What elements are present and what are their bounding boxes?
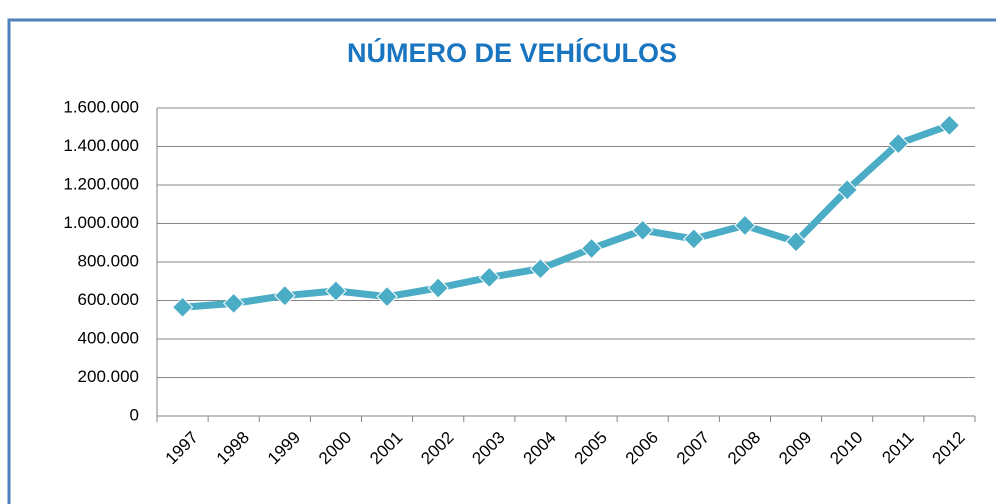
marker: [785, 231, 807, 253]
y-tick-label: 1.400.000: [63, 136, 139, 155]
marker: [171, 296, 194, 318]
chart-title: NÚMERO DE VEHÍCULOS: [347, 37, 677, 68]
marker: [529, 258, 552, 280]
y-tick-label: 0: [130, 405, 139, 424]
marker: [580, 237, 603, 260]
y-tick-label: 200.000: [78, 367, 139, 386]
y-tick-label: 1.000.000: [63, 213, 139, 232]
line: [182, 122, 951, 311]
y-tick-label: 1.600.000: [63, 97, 139, 116]
y-tick-label: 400.000: [78, 328, 139, 347]
y-tick-label: 600.000: [78, 290, 139, 309]
marker: [376, 285, 398, 308]
marker: [631, 219, 654, 241]
marker: [887, 132, 910, 155]
marker: [478, 266, 501, 289]
marker: [427, 277, 449, 299]
marker: [734, 214, 756, 237]
marker: [938, 114, 961, 137]
marker: [683, 228, 705, 250]
marker: [836, 179, 858, 201]
marker: [222, 292, 245, 315]
y-tick-label: 800.000: [78, 251, 139, 270]
marker: [274, 284, 296, 307]
marker: [325, 280, 347, 302]
y-tick-label: 1.200.000: [63, 174, 139, 193]
